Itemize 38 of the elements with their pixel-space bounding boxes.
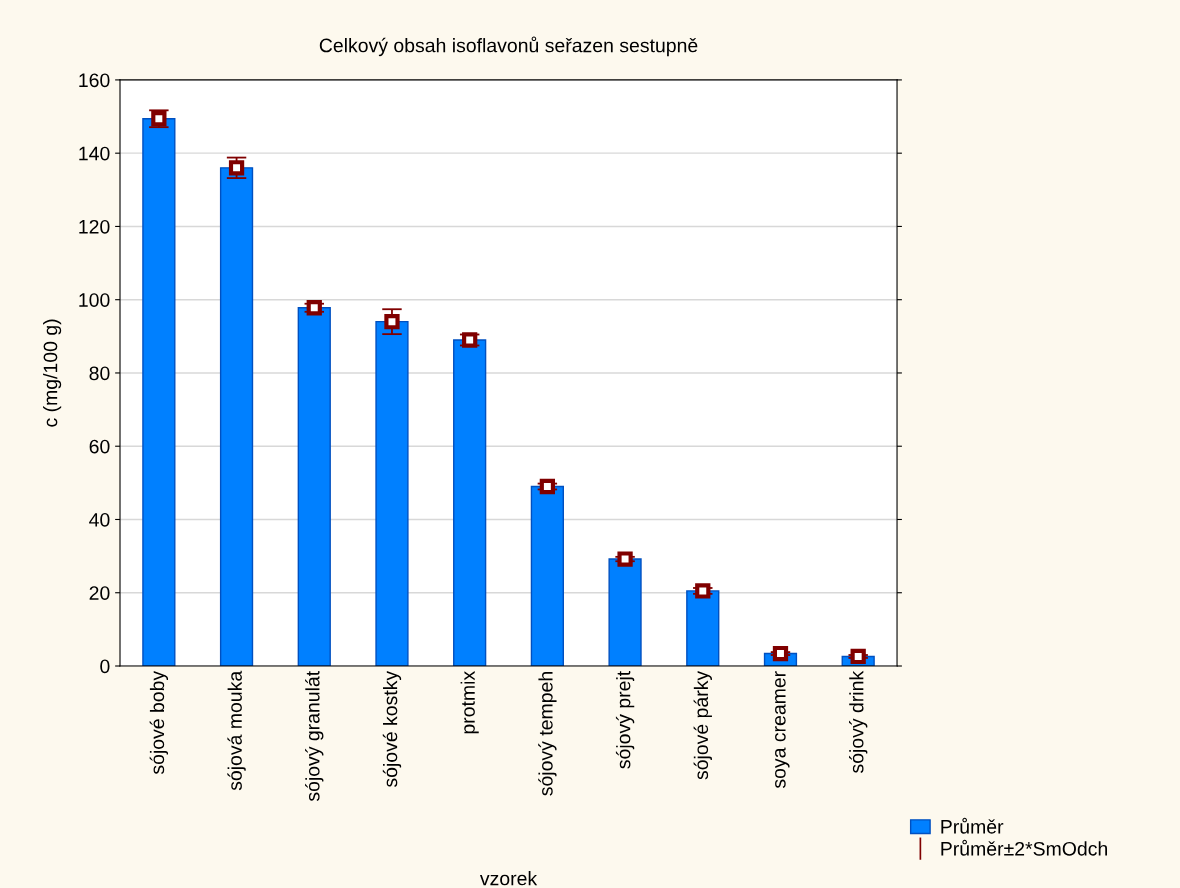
bar <box>375 320 409 666</box>
y-axis-title: c (mg/100 g) <box>43 319 62 427</box>
point <box>539 478 556 495</box>
y-tick-label: 100 <box>79 293 110 307</box>
point <box>772 645 789 662</box>
x-tick-label: sójová mouka <box>227 670 246 791</box>
y-tick-label: 140 <box>79 146 110 161</box>
y-tick-label: 60 <box>89 439 110 454</box>
chart-title: Celkový obsah isoflavonů seřazen sestupně <box>319 36 698 57</box>
bar <box>219 167 254 666</box>
legend-label: Průměr <box>941 817 1004 834</box>
y-tick-label: 20 <box>89 586 110 600</box>
x-tick-label: sójový tempeh <box>538 672 557 796</box>
legend-label: Průměr±2*SmOdch <box>941 839 1107 856</box>
x-tick-label: sójový prejt <box>615 671 635 769</box>
x-axis-title: vzorek <box>479 871 538 886</box>
x-tick-label: sójový granulát <box>305 671 324 802</box>
point <box>850 648 866 665</box>
bar <box>608 558 642 666</box>
bar <box>530 485 564 666</box>
bar <box>142 118 176 666</box>
y-tick-label: 120 <box>79 219 110 234</box>
point <box>384 314 400 330</box>
x-tick-label: protmix <box>460 671 479 734</box>
x-tick-label: sójový drink <box>849 670 868 773</box>
x-tick-label: sójové boby <box>149 670 169 775</box>
bar <box>686 590 720 666</box>
x-tick-label: soya creamer <box>775 671 790 789</box>
x-tick-label: sójové párky <box>693 670 712 780</box>
bar <box>453 339 487 666</box>
y-tick-label: 160 <box>79 73 110 88</box>
x-tick-label: sójové kostky <box>382 670 402 788</box>
y-tick-label: 0 <box>100 659 110 674</box>
point <box>695 583 711 599</box>
y-tick-label: 80 <box>89 366 110 381</box>
y-tick-label: 40 <box>89 512 110 527</box>
bar <box>297 307 331 666</box>
point <box>617 551 633 567</box>
